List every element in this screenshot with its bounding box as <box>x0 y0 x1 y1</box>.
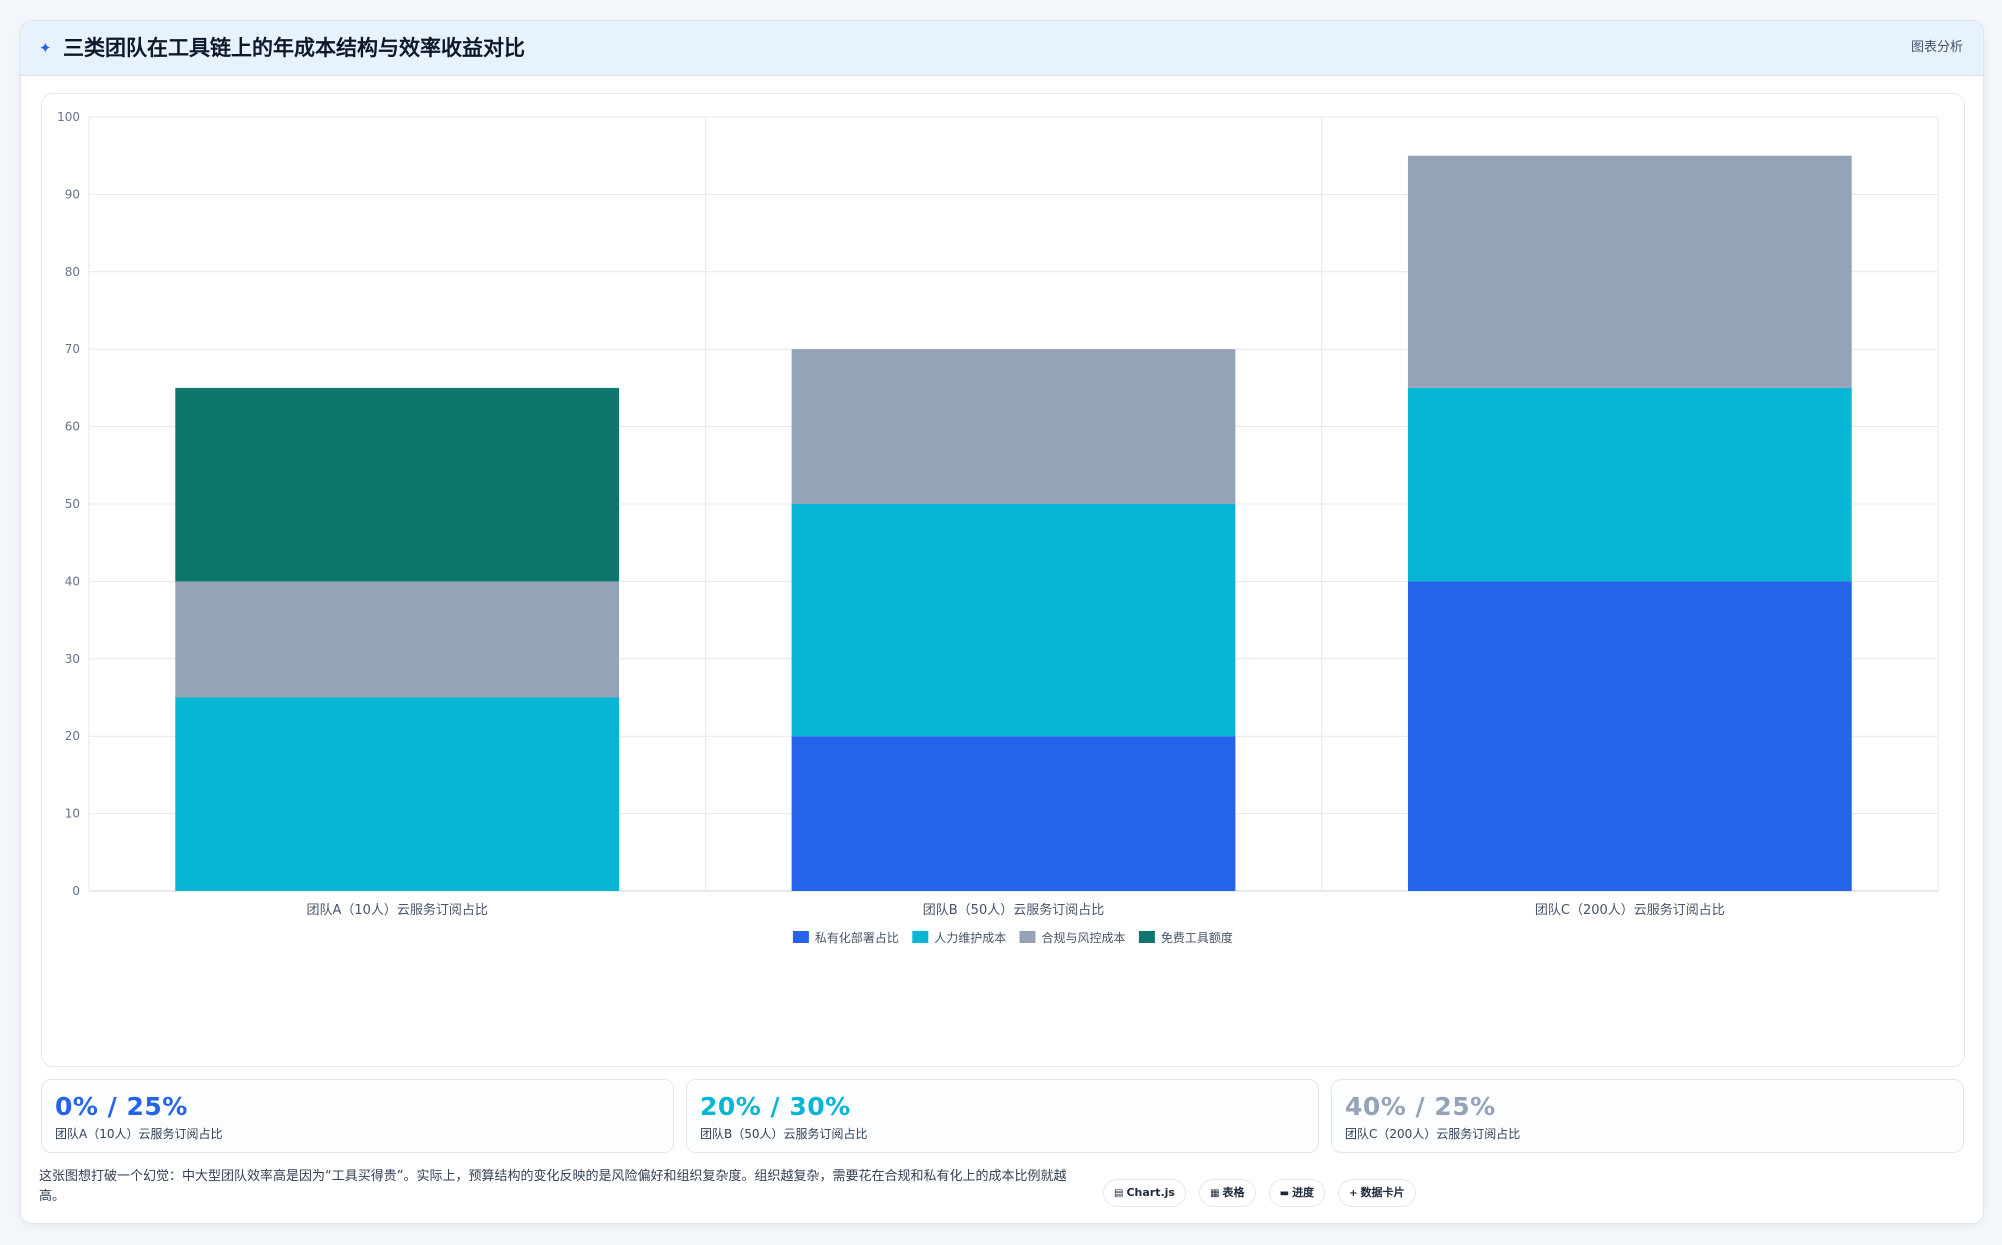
y-tick-label: 30 <box>65 652 80 666</box>
chart-card: ✦ 三类团队在工具链上的年成本结构与效率收益对比 图表分析 0 10 20 30 40 5… <box>20 20 1984 1224</box>
y-tick-label: 80 <box>65 265 80 279</box>
bar-segment <box>1407 581 1852 891</box>
bar-segment <box>175 697 620 891</box>
legend-label: 免费工具额度 <box>1161 930 1233 945</box>
legend-swatch <box>792 931 809 943</box>
stat-card-team-c: 40% / 25% 团队C（200人）云服务订阅占比 <box>1331 1079 1964 1153</box>
y-tick-label: 90 <box>65 187 80 201</box>
stat-value: 20% / 30% <box>700 1092 851 1121</box>
x-tick-label: 团队A（10人）云服务订阅占比 <box>306 902 487 918</box>
chart-icon: ▤ <box>1114 1188 1124 1199</box>
pill-table[interactable]: ▦ 表格 <box>1199 1179 1256 1207</box>
progress-icon: ▬ <box>1279 1188 1290 1199</box>
x-tick-label: 团队B（50人）云服务订阅占比 <box>923 902 1104 918</box>
y-tick-label: 50 <box>65 497 80 511</box>
legend-label: 合规与风控成本 <box>1042 930 1126 945</box>
pill-chartjs[interactable]: ▤ Chart.js <box>1103 1179 1186 1207</box>
legend-swatch <box>912 931 929 943</box>
stat-label: 团队B（50人）云服务订阅占比 <box>700 1127 868 1141</box>
y-tick-label: 40 <box>65 574 80 588</box>
y-tick-label: 20 <box>65 729 80 743</box>
chart-analysis-tag[interactable]: 图表分析 <box>1910 40 1963 55</box>
pill-label: Chart.js <box>1126 1186 1175 1199</box>
bar-segment <box>791 349 1236 504</box>
pill-label: 进度 <box>1292 1186 1315 1199</box>
pill-progress[interactable]: ▬ 进度 <box>1268 1179 1326 1207</box>
pill-label: 数据卡片 <box>1360 1186 1405 1199</box>
bar-segment <box>1407 155 1852 388</box>
legend-label: 人力维护成本 <box>934 931 1006 945</box>
stat-label: 团队A（10人）云服务订阅占比 <box>55 1127 223 1141</box>
bar-segment <box>1407 387 1852 582</box>
stats-row: 0% / 25% 团队A（10人）云服务订阅占比 20% / 30% 团队B（5… <box>41 1079 1964 1153</box>
stat-value: 40% / 25% <box>1345 1092 1496 1121</box>
pill-label: 表格 <box>1222 1186 1245 1199</box>
bar-segment <box>175 581 620 698</box>
chart-container: 0 10 20 30 40 50 60 70 80 90 100 团队A（10人）云服务订阅占比 团队B… <box>41 93 1965 1067</box>
pill-data-card[interactable]: + 数据卡片 <box>1338 1179 1416 1207</box>
footnote-text: 这张图想打破一个幻觉：中大型团队效率高是因为“工具买得贵”。实际上，预算结构的变… <box>39 1169 1067 1204</box>
stat-card-team-b: 20% / 30% 团队B（50人）云服务订阅占比 <box>686 1079 1319 1153</box>
x-tick-label: 团队C（200人）云服务订阅占比 <box>1535 902 1725 918</box>
stat-value: 0% / 25% <box>55 1092 188 1121</box>
plus-icon: + <box>1349 1188 1358 1199</box>
card-header: ✦ 三类团队在工具链上的年成本结构与效率收益对比 图表分析 <box>21 21 1983 76</box>
legend-swatch <box>1019 931 1036 943</box>
stat-card-team-a: 0% / 25% 团队A（10人）云服务订阅占比 <box>41 1079 674 1153</box>
page-title: 三类团队在工具链上的年成本结构与效率收益对比 <box>63 36 525 60</box>
tool-pills: ▤ Chart.js ▦ 表格 ▬ 进度 + 数据卡片 <box>1103 1179 1424 1207</box>
bar-segment <box>791 504 1236 737</box>
stat-label: 团队C（200人）云服务订阅占比 <box>1345 1127 1521 1141</box>
legend-swatch <box>1138 931 1155 943</box>
bar-segment <box>175 387 620 582</box>
table-icon: ▦ <box>1210 1188 1220 1199</box>
y-tick-label: 70 <box>65 342 80 356</box>
sparkle-icon: ✦ <box>39 39 52 57</box>
y-tick-label: 0 <box>72 884 80 898</box>
bar-segment <box>791 736 1236 891</box>
legend-label: 私有化部署占比 <box>815 930 899 945</box>
stacked-bar-chart: 0 10 20 30 40 50 60 70 80 90 100 团队A（10人）云服务订阅占比 团队B… <box>57 110 1939 945</box>
y-tick-label: 100 <box>57 110 80 124</box>
y-tick-label: 10 <box>65 807 80 821</box>
y-tick-label: 60 <box>65 420 80 434</box>
